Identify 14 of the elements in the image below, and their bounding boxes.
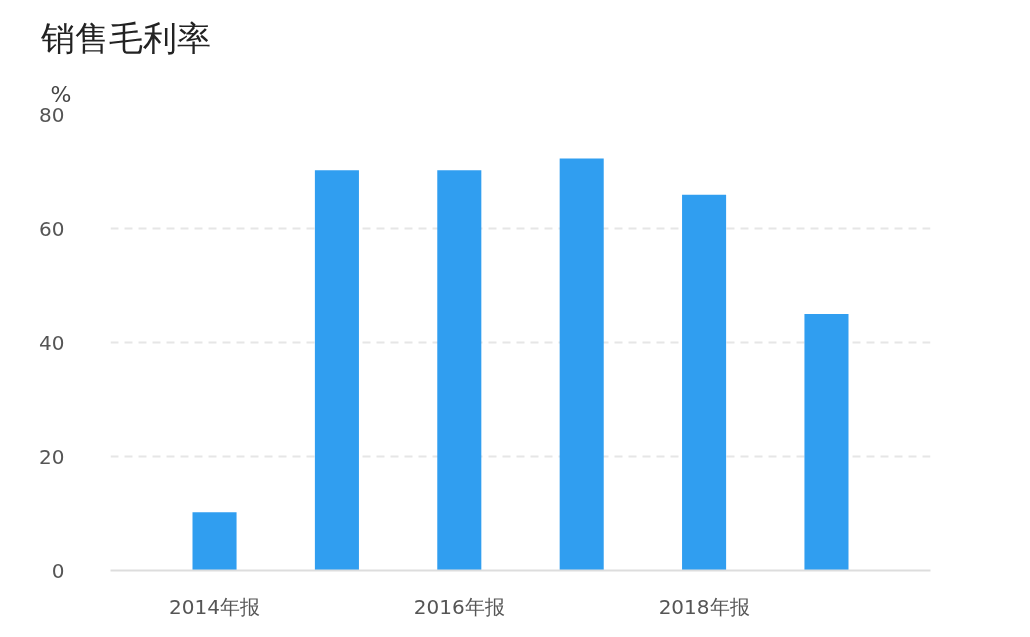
x-tick-label: 2018年报 [658, 594, 750, 619]
y-tick-label: 60 [39, 216, 65, 241]
y-tick-label: 40 [39, 330, 65, 355]
chart-title: 销售毛利率 [39, 17, 211, 58]
bar [192, 512, 237, 571]
bar [314, 170, 359, 571]
bar [682, 194, 727, 571]
x-tick-label: 2014年报 [169, 594, 260, 619]
x-tick-label: 2016年报 [413, 594, 505, 619]
y-tick-label: 20 [39, 444, 65, 469]
y-tick-label: 0 [51, 558, 65, 583]
bar [804, 314, 849, 571]
bar [559, 158, 604, 571]
bar [437, 170, 482, 571]
